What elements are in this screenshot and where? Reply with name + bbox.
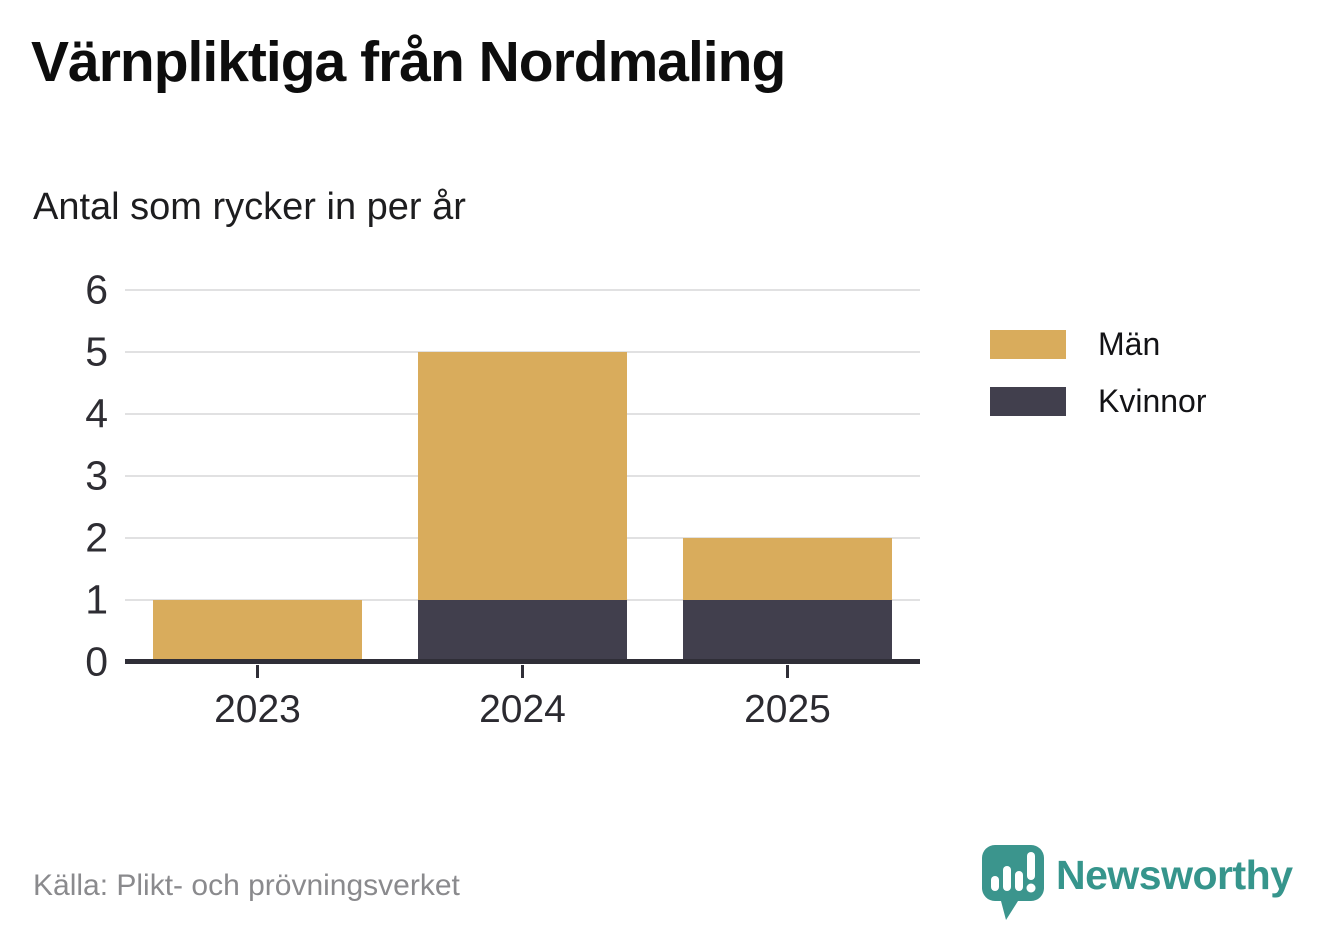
y-tick-label-6: 6 [85,266,108,313]
gridline-6 [125,289,920,291]
y-axis-labels: 0 1 2 3 4 5 6 [0,269,108,682]
x-tick-label-2023: 2023 [214,688,301,731]
x-tick-2025 [786,665,789,678]
legend-item-män: Män [990,326,1207,362]
x-tick-label-2024: 2024 [479,688,566,731]
y-tick-label-3: 3 [85,452,108,499]
bar-segment-kvinnor-2024 [418,600,627,662]
legend: Män Kvinnor [990,326,1207,444]
source-note: Källa: Plikt- och prövningsverket [33,869,460,902]
chart-subtitle: Antal som rycker in per år [33,186,466,228]
legend-item-kvinnor: Kvinnor [990,383,1207,419]
brand-name: Newsworthy [1056,852,1293,898]
legend-label-kvinnor: Kvinnor [1098,383,1207,419]
y-tick-label-4: 4 [85,390,108,437]
brand-logo: Newsworthy [980,843,1293,923]
x-tick-2024 [521,665,524,678]
bar-segment-kvinnor-2025 [683,600,892,662]
legend-swatch-män [990,330,1066,359]
chart-title: Värnpliktiga från Nordmaling [31,30,786,94]
plot-area: 2023 2024 2025 [125,289,920,731]
x-tick-2023 [256,665,259,678]
y-tick-label-2: 2 [85,514,108,561]
x-tick-label-2025: 2025 [744,688,831,731]
bar-segment-män-2025 [683,538,892,600]
legend-label-män: Män [1098,326,1161,362]
y-tick-label-1: 1 [85,576,108,623]
x-axis-line [125,659,920,664]
legend-swatch-kvinnor [990,387,1066,416]
y-tick-label-0: 0 [85,638,108,685]
newsworthy-logo-icon [982,845,1044,920]
y-tick-label-5: 5 [85,328,108,375]
bar-segment-män-2024 [418,352,627,600]
bar-segment-män-2023 [153,600,362,662]
